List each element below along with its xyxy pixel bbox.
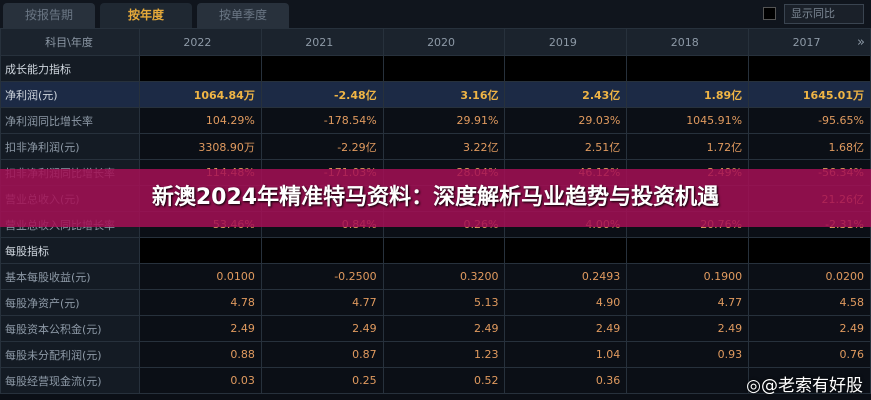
cell-value — [139, 237, 262, 264]
watermark-text: @老索有好股 — [761, 376, 863, 396]
year-header[interactable]: 2018 — [626, 28, 750, 56]
table-row[interactable]: 每股资本公积金(元) 2.49 2.49 2.49 2.49 2.49 2.49 — [0, 315, 871, 342]
row-label: 基本每股收益(元) — [0, 263, 140, 290]
cell-value: 5.13 — [382, 289, 506, 316]
table-row[interactable]: 每股未分配利润(元) 0.88 0.87 1.23 1.04 0.93 0.76 — [0, 341, 871, 368]
table-row[interactable]: 每股净资产(元) 4.78 4.77 5.13 4.90 4.77 4.58 — [0, 289, 871, 316]
show-yoy-checkbox[interactable] — [763, 7, 776, 20]
cell-value: 1045.91% — [626, 107, 750, 134]
cell-value — [748, 55, 871, 82]
cell-value: 0.25 — [260, 367, 384, 394]
cell-value: -2.29亿 — [260, 133, 384, 160]
cell-value — [260, 55, 384, 82]
cell-value: 1.89亿 — [626, 81, 750, 108]
cell-value: 0.76 — [748, 341, 871, 368]
cell-value: 1.68亿 — [748, 133, 871, 160]
cell-value — [260, 237, 384, 264]
row-label: 每股经营现金流(元) — [0, 367, 140, 394]
cell-value: 1064.84万 — [139, 81, 262, 108]
year-header[interactable]: 2021 — [260, 28, 384, 56]
cell-value: 29.91% — [382, 107, 506, 134]
tab-by-year[interactable]: 按年度 — [100, 3, 192, 28]
table-row[interactable]: 每股经营现金流(元) 0.03 0.25 0.52 0.36 — [0, 367, 871, 394]
cell-value: 0.0200 — [748, 263, 871, 290]
cell-value: 2.43亿 — [504, 81, 628, 108]
cell-value: 3.22亿 — [382, 133, 506, 160]
cell-value: 29.03% — [504, 107, 628, 134]
cell-value: 1.72亿 — [626, 133, 750, 160]
cell-value: -0.2500 — [260, 263, 384, 290]
year-header[interactable]: 2020 — [382, 28, 506, 56]
weibo-icon: ◎ — [746, 376, 761, 396]
table-row[interactable]: 净利润(元) 1064.84万 -2.48亿 3.16亿 2.43亿 1.89亿 1645.… — [0, 81, 871, 108]
cell-value: 4.58 — [748, 289, 871, 316]
row-label: 净利润(元) — [0, 81, 140, 108]
cell-value — [504, 237, 628, 264]
year-header[interactable]: 2017 — [748, 28, 871, 56]
tab-by-report-period[interactable]: 按报告期 — [3, 3, 95, 28]
cell-value: -2.48亿 — [260, 81, 384, 108]
cell-value — [748, 237, 871, 264]
cell-value — [626, 237, 750, 264]
overlay-banner: 新澳2024年精准特马资料：深度解析马业趋势与投资机遇 — [0, 169, 871, 227]
cell-value: 104.29% — [139, 107, 262, 134]
cell-value: 0.36 — [504, 367, 628, 394]
cell-value: 0.03 — [139, 367, 262, 394]
cell-value: 2.49 — [504, 315, 628, 342]
cell-value: 0.87 — [260, 341, 384, 368]
row-label: 每股资本公积金(元) — [0, 315, 140, 342]
cell-value: -178.54% — [260, 107, 384, 134]
row-label: 每股净资产(元) — [0, 289, 140, 316]
tab-by-quarter[interactable]: 按单季度 — [197, 3, 289, 28]
cell-value: 4.78 — [139, 289, 262, 316]
cell-value: 1.04 — [504, 341, 628, 368]
show-yoy-label[interactable]: 显示同比 — [784, 4, 864, 24]
cell-value: 2.51亿 — [504, 133, 628, 160]
cell-value: 4.77 — [626, 289, 750, 316]
year-header[interactable]: 2022 — [139, 28, 262, 56]
cell-value: 0.93 — [626, 341, 750, 368]
cell-value — [382, 55, 506, 82]
cell-value: 3.16亿 — [382, 81, 506, 108]
double-chevron-right-icon[interactable]: » — [857, 35, 865, 50]
row-label: 每股指标 — [0, 237, 140, 264]
cell-value: 0.3200 — [382, 263, 506, 290]
cell-value: 2.49 — [382, 315, 506, 342]
cell-value — [626, 367, 750, 394]
table-row[interactable]: 基本每股收益(元) 0.0100 -0.2500 0.3200 0.2493 0.1900… — [0, 263, 871, 290]
header-row: 科目\年度 2022 2021 2020 2019 2018 2017 — [0, 28, 871, 56]
row-label: 每股未分配利润(元) — [0, 341, 140, 368]
cell-value: 4.90 — [504, 289, 628, 316]
cell-value: 2.49 — [626, 315, 750, 342]
table-row[interactable]: 成长能力指标 — [0, 55, 871, 82]
row-label: 净利润同比增长率 — [0, 107, 140, 134]
tab-bar: 按报告期 按年度 按单季度 显示同比 — [0, 0, 871, 28]
cell-value: 0.88 — [139, 341, 262, 368]
row-label: 扣非净利润(元) — [0, 133, 140, 160]
table-row[interactable]: 扣非净利润(元) 3308.90万 -2.29亿 3.22亿 2.51亿 1.72亿 1.6… — [0, 133, 871, 160]
table-row[interactable]: 净利润同比增长率 104.29% -178.54% 29.91% 29.03% 1045.… — [0, 107, 871, 134]
cell-value: 3308.90万 — [139, 133, 262, 160]
cell-value: 0.1900 — [626, 263, 750, 290]
cell-value: -95.65% — [748, 107, 871, 134]
cell-value — [504, 55, 628, 82]
watermark: ◎@老索有好股 — [746, 371, 863, 396]
table-row[interactable]: 每股指标 — [0, 237, 871, 264]
row-label: 成长能力指标 — [0, 55, 140, 82]
cell-value: 1645.01万 — [748, 81, 871, 108]
cell-value — [139, 55, 262, 82]
cell-value: 0.52 — [382, 367, 506, 394]
cell-value: 0.2493 — [504, 263, 628, 290]
year-header[interactable]: 2019 — [504, 28, 628, 56]
cell-value — [748, 367, 871, 394]
cell-value: 2.49 — [260, 315, 384, 342]
cell-value — [382, 237, 506, 264]
cell-value: 1.23 — [382, 341, 506, 368]
header-label: 科目\年度 — [0, 28, 140, 56]
cell-value: 4.77 — [260, 289, 384, 316]
cell-value: 2.49 — [139, 315, 262, 342]
cell-value: 2.49 — [748, 315, 871, 342]
cell-value: 0.0100 — [139, 263, 262, 290]
cell-value — [626, 55, 750, 82]
